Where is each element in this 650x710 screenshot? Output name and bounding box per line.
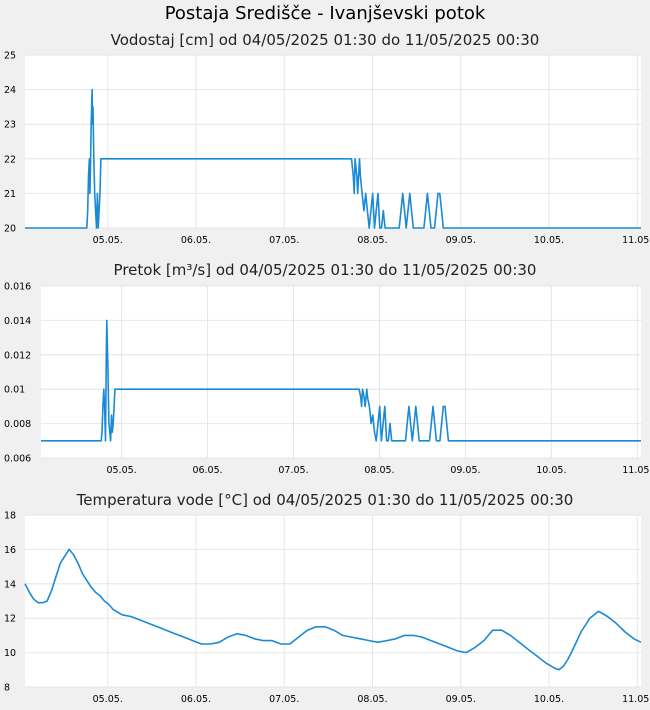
discharge-x-tick-label: 09.05. bbox=[450, 465, 480, 476]
discharge-series-line bbox=[41, 319, 641, 442]
page-title: Postaja Središče - Ivanjševski potok bbox=[164, 3, 486, 24]
water-temperature-y-tick-label: 12 bbox=[4, 614, 16, 625]
discharge-y-tick-label: 0.014 bbox=[4, 316, 31, 327]
water-temperature-x-tick-label: 05.05. bbox=[93, 694, 123, 705]
discharge-x-tick-label: 08.05. bbox=[364, 465, 394, 476]
water-temperature-plot-area bbox=[25, 515, 641, 687]
water-temperature-chart: Temperatura vode [°C] od 04/05/2025 01:3… bbox=[4, 491, 650, 705]
discharge-y-tick-label: 0.008 bbox=[4, 419, 31, 430]
water-level-y-tick-label: 25 bbox=[4, 51, 16, 62]
water-temperature-series-line bbox=[24, 548, 642, 671]
water-temperature-x-tick-label: 07.05. bbox=[269, 694, 299, 705]
water-temperature-x-tick-label: 08.05. bbox=[357, 694, 387, 705]
water-temperature-y-tick-label: 16 bbox=[4, 545, 16, 556]
discharge-x-tick-label: 11.05. bbox=[622, 465, 650, 476]
discharge-y-tick-label: 0.006 bbox=[4, 454, 31, 465]
water-level-x-tick-label: 05.05. bbox=[93, 235, 123, 246]
water-temperature-x-tick-label: 06.05. bbox=[181, 694, 211, 705]
water-level-x-tick-label: 06.05. bbox=[181, 235, 211, 246]
water-temperature-x-tick-label: 09.05. bbox=[446, 694, 476, 705]
water-temperature-y-tick-label: 10 bbox=[4, 648, 16, 659]
water-level-x-tick-label: 07.05. bbox=[269, 235, 299, 246]
discharge-x-tick-label: 07.05. bbox=[278, 465, 308, 476]
water-level-y-tick-label: 20 bbox=[4, 224, 16, 235]
water-level-chart: Vodostaj [cm] od 04/05/2025 01:30 do 11/… bbox=[4, 31, 650, 246]
discharge-x-tick-label: 05.05. bbox=[106, 465, 136, 476]
discharge-plot-area bbox=[41, 286, 641, 458]
discharge-x-tick-label: 10.05. bbox=[536, 465, 566, 476]
water-temperature-y-tick-label: 18 bbox=[4, 511, 16, 522]
water-level-x-tick-label: 10.05. bbox=[534, 235, 564, 246]
discharge-y-tick-label: 0.016 bbox=[4, 282, 31, 293]
water-level-y-tick-label: 21 bbox=[4, 189, 16, 200]
water-level-x-tick-label: 09.05. bbox=[446, 235, 476, 246]
discharge-x-tick-label: 06.05. bbox=[192, 465, 222, 476]
discharge-chart: Pretok [m³/s] od 04/05/2025 01:30 do 11/… bbox=[4, 261, 650, 476]
water-level-x-tick-label: 08.05. bbox=[357, 235, 387, 246]
discharge-chart-title: Pretok [m³/s] od 04/05/2025 01:30 do 11/… bbox=[114, 261, 537, 279]
discharge-y-tick-label: 0.01 bbox=[4, 385, 25, 396]
water-temperature-x-tick-label: 11.05. bbox=[622, 694, 650, 705]
water-temperature-y-tick-label: 14 bbox=[4, 579, 16, 590]
water-level-plot-area bbox=[25, 55, 641, 228]
water-level-x-tick-label: 11.05. bbox=[622, 235, 650, 246]
water-temperature-chart-title: Temperatura vode [°C] od 04/05/2025 01:3… bbox=[76, 491, 574, 509]
water-level-series-line bbox=[25, 88, 641, 229]
discharge-y-tick-label: 0.012 bbox=[4, 350, 31, 361]
water-level-chart-title: Vodostaj [cm] od 04/05/2025 01:30 do 11/… bbox=[111, 31, 540, 49]
water-level-y-tick-label: 22 bbox=[4, 154, 16, 165]
water-level-y-tick-label: 24 bbox=[4, 85, 16, 96]
water-level-y-tick-label: 23 bbox=[4, 120, 16, 131]
water-temperature-y-tick-label: 8 bbox=[4, 683, 10, 694]
water-temperature-x-tick-label: 10.05. bbox=[534, 694, 564, 705]
